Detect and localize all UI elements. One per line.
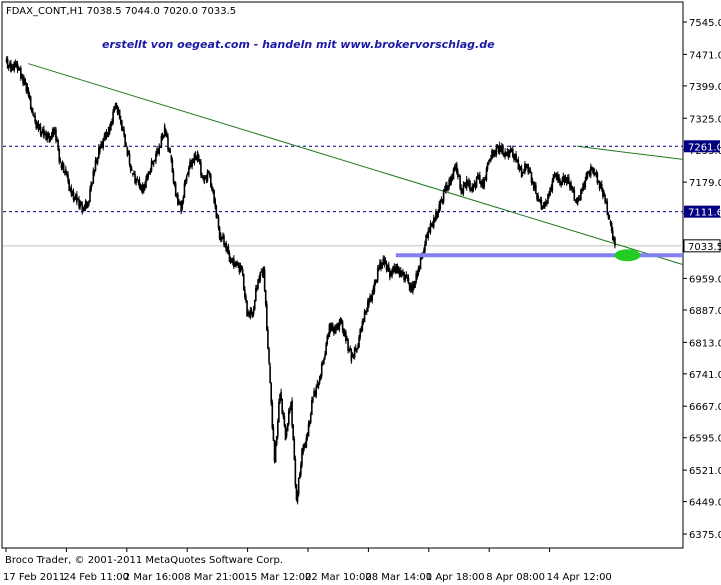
chart-header: FDAX_CONT,H1 7038.5 7044.0 7020.0 7033.5 xyxy=(6,6,236,17)
current-price-text: 7033.5 xyxy=(688,242,721,253)
y-tick-label: 6959.0 xyxy=(689,274,721,285)
y-tick-label: 7399.0 xyxy=(689,82,721,93)
y-tick-label: 6887.0 xyxy=(689,306,721,317)
price-series xyxy=(5,56,616,505)
price-label-box xyxy=(684,205,720,218)
y-tick-label: 6741.0 xyxy=(689,370,721,381)
trendline xyxy=(27,63,684,266)
y-tick-label: 6667.0 xyxy=(689,402,721,413)
x-tick-label: 1 Apr 18:00 xyxy=(426,572,485,583)
x-tick-label: 8 Apr 08:00 xyxy=(486,572,545,583)
plot-background xyxy=(1,1,684,549)
x-tick-label: 8 Mar 21:00 xyxy=(184,572,244,583)
y-tick-label: 7545.0 xyxy=(689,18,721,29)
x-tick-label: 14 Apr 12:00 xyxy=(547,572,612,583)
x-tick-label: 2 Mar 16:00 xyxy=(124,572,184,583)
y-tick-label: 6813.0 xyxy=(689,338,721,349)
y-axis: 7545.07471.07399.07325.07253.07179.07107… xyxy=(683,18,721,541)
price-label-text: 7261.0 xyxy=(688,142,721,153)
y-tick-label: 6449.0 xyxy=(689,498,721,509)
x-tick-label: 17 Feb 2011 xyxy=(3,572,65,583)
support-line xyxy=(395,249,683,262)
x-tick-label: 22 Mar 10:00 xyxy=(305,572,372,583)
support-marker xyxy=(614,249,641,262)
x-tick-label: 28 Mar 14:00 xyxy=(365,572,432,583)
y-tick-label: 7179.0 xyxy=(689,178,721,189)
copyright-text: Broco Trader, © 2001-2011 MetaQuotes Sof… xyxy=(5,555,283,566)
y-tick-label: 6595.0 xyxy=(689,434,721,445)
watermark-text: erstellt von oegeat.com - handeln mit ww… xyxy=(102,38,495,51)
trendline xyxy=(576,145,684,160)
x-tick-label: 24 Feb 11:00 xyxy=(63,572,129,583)
current-price-box xyxy=(683,239,721,253)
y-tick-label: 6375.0 xyxy=(689,530,721,541)
y-tick-label: 6521.0 xyxy=(689,466,721,477)
horizontal-levels xyxy=(3,145,683,247)
y-tick-label: 7471.0 xyxy=(689,50,721,61)
price-label-box xyxy=(684,140,720,153)
y-tick-label: 7325.0 xyxy=(689,114,721,125)
price-label-text: 7111.6 xyxy=(688,208,721,219)
trendlines xyxy=(27,63,684,266)
x-tick-label: 15 Mar 12:00 xyxy=(245,572,312,583)
